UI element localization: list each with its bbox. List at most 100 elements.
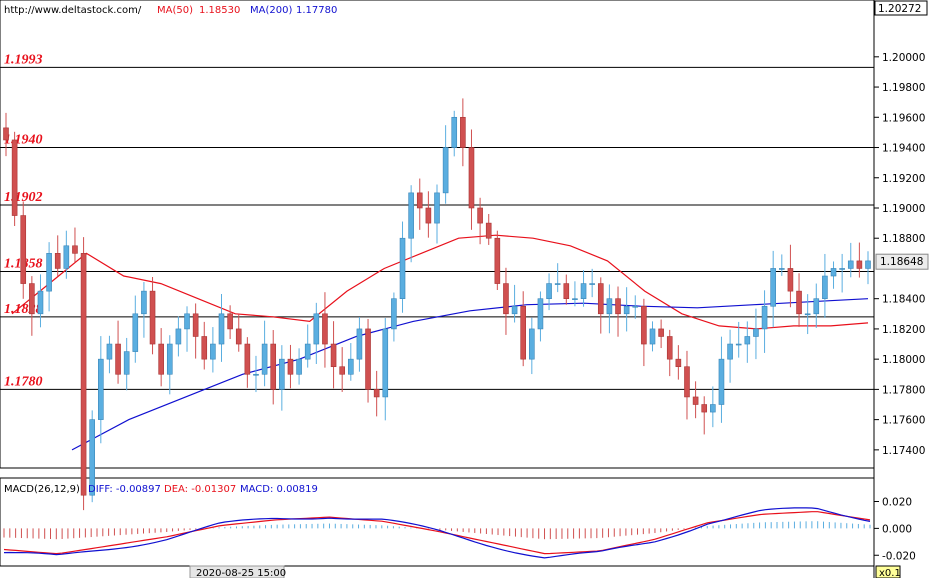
- candle-body: [865, 260, 871, 269]
- date-cursor-box: [189, 565, 285, 578]
- candle-body: [270, 343, 277, 390]
- candle-body: [735, 343, 742, 346]
- candle-body: [54, 253, 61, 269]
- price-tick-label: 1.18000: [882, 354, 925, 366]
- candle-body: [778, 268, 785, 270]
- level-label: 1.1940: [4, 133, 43, 148]
- price-tick-label: 1.17600: [882, 415, 925, 427]
- candle-body: [416, 192, 423, 209]
- macd-dea: DEA: -0.01307: [164, 484, 236, 495]
- ma200-line: [71, 298, 869, 451]
- candle-body: [166, 343, 173, 375]
- candle-body: [408, 192, 414, 239]
- candle-body: [477, 207, 483, 224]
- price-axis: 1.20000 1.19800 1.19600 1.19400 1.19200 1.190…: [874, 52, 925, 457]
- candle-body: [356, 328, 363, 360]
- top-price-label: 1.20272: [878, 3, 921, 15]
- macd-value: MACD: 0.00819: [240, 484, 318, 495]
- candle-body: [184, 313, 190, 330]
- candle-body: [373, 389, 380, 398]
- candle-body: [658, 328, 664, 337]
- candle-body: [675, 358, 682, 368]
- current-price-label: 1.18648: [880, 256, 923, 268]
- candle-body: [210, 343, 216, 360]
- candle-body: [322, 313, 328, 345]
- site-url[interactable]: http://www.deltastock.com/: [4, 5, 142, 16]
- candle-body: [244, 343, 251, 375]
- candle-body: [494, 237, 501, 284]
- macd-tick-label: -0.020: [882, 550, 916, 562]
- candle-body: [382, 328, 389, 398]
- top-price-box: [874, 0, 928, 16]
- candle-body: [847, 260, 854, 269]
- macd-tick-label: 0.000: [882, 523, 912, 535]
- candle-body: [132, 313, 139, 352]
- candle-body: [391, 298, 397, 330]
- moving-averages: [11, 234, 869, 451]
- price-tick-label: 1.18200: [882, 324, 925, 336]
- ma50-value: 1.18530: [199, 5, 240, 16]
- candle-body: [684, 366, 690, 398]
- level-label: 1.1993: [4, 52, 43, 67]
- candle-body: [63, 245, 70, 269]
- price-tick-label: 1.19000: [882, 203, 925, 215]
- candle-body: [89, 419, 95, 496]
- candle-body: [365, 328, 371, 390]
- candle-body: [98, 358, 104, 420]
- candle-body: [46, 253, 52, 292]
- level-label: 1.1780: [4, 374, 43, 389]
- candle-body: [158, 343, 164, 375]
- candle-body: [261, 343, 268, 375]
- candle-body: [822, 275, 828, 299]
- candle-body: [572, 298, 578, 300]
- candle-body: [830, 268, 837, 277]
- zoom-label[interactable]: x0.1: [879, 568, 901, 578]
- price-tick-label: 1.18800: [882, 233, 925, 245]
- candle-body: [563, 283, 570, 299]
- candle-body: [3, 127, 9, 141]
- candle-body: [839, 268, 845, 270]
- macd-diff: DIFF: -0.00897: [88, 484, 161, 495]
- price-tick-label: 1.18400: [882, 294, 925, 306]
- candle-body: [123, 351, 130, 375]
- candle-body: [106, 343, 113, 360]
- candle-body: [287, 358, 294, 375]
- candle-body: [615, 298, 621, 315]
- candle-body: [115, 343, 121, 375]
- price-tick-label: 1.19400: [882, 143, 925, 155]
- candle-body: [606, 298, 613, 315]
- candle-body: [451, 116, 458, 148]
- candle-body: [546, 283, 552, 299]
- candle-body: [537, 298, 544, 330]
- candle-body: [442, 147, 449, 194]
- candle-body: [192, 313, 199, 337]
- price-tick-label: 1.19800: [882, 82, 925, 94]
- candle-body: [460, 116, 466, 148]
- candle-body: [175, 328, 182, 345]
- candle-body: [279, 358, 285, 390]
- price-tick-label: 1.19600: [882, 112, 925, 124]
- candle-body: [666, 336, 673, 360]
- candle-body: [727, 343, 733, 360]
- macd-diff-line: [3, 507, 871, 559]
- price-tick-label: 1.17800: [882, 384, 925, 396]
- candle-body: [304, 343, 311, 360]
- candle-body: [804, 313, 811, 316]
- candle-body: [710, 404, 716, 413]
- price-tick-label: 1.17400: [882, 445, 925, 457]
- candle-body: [580, 283, 587, 299]
- candle-body: [641, 305, 647, 345]
- candle-body: [434, 192, 440, 224]
- candle-body: [296, 358, 302, 375]
- date-cursor-label: 2020-08-25 15:00: [196, 568, 286, 578]
- candle-body: [813, 298, 820, 315]
- candle-body: [20, 215, 27, 284]
- candle-body: [701, 404, 708, 413]
- zoom-box[interactable]: [875, 565, 901, 578]
- price-tick-label: 1.19200: [882, 173, 925, 185]
- candle-body: [554, 283, 561, 285]
- candle-body: [235, 328, 242, 345]
- candle-body: [649, 328, 656, 345]
- candle-body: [399, 237, 406, 299]
